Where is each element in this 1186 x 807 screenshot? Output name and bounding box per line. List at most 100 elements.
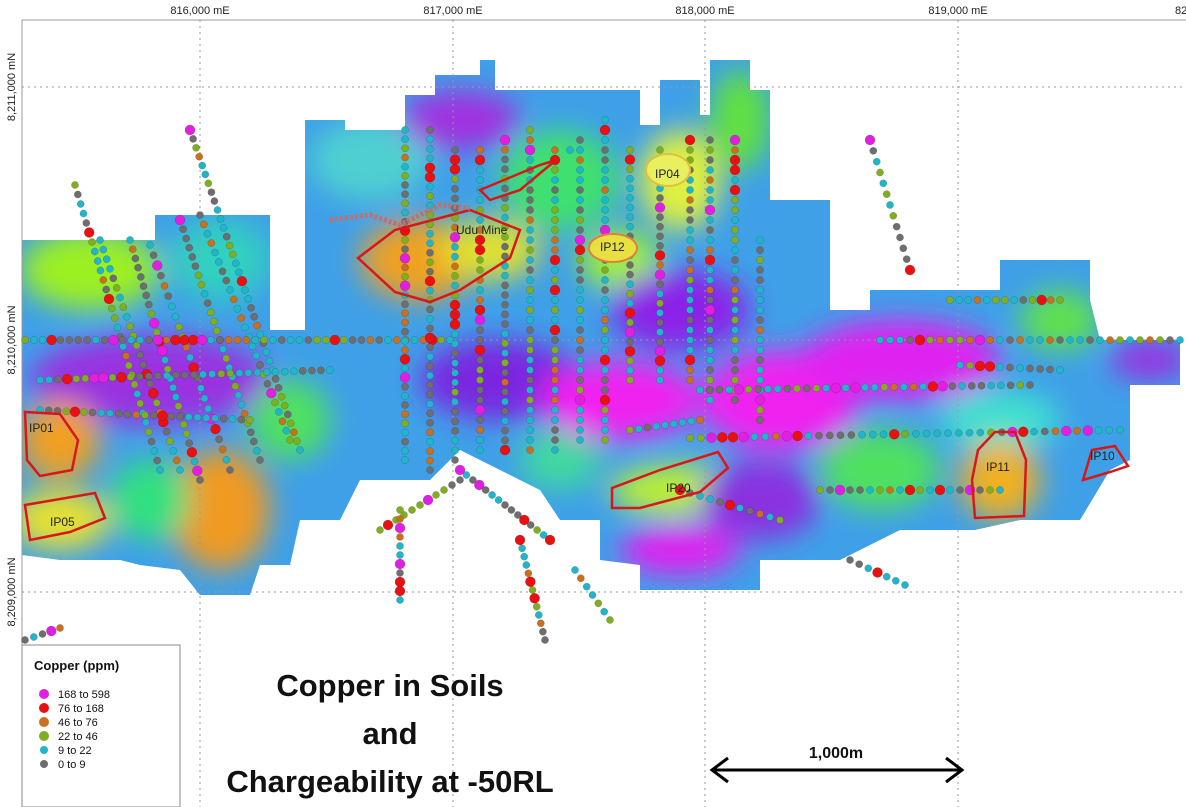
soil-sample: [106, 265, 113, 272]
soil-sample: [756, 376, 763, 383]
soil-sample: [656, 319, 663, 326]
soil-sample: [576, 306, 583, 313]
soil-sample: [451, 369, 458, 376]
soil-sample: [451, 185, 458, 192]
soil-sample: [527, 521, 534, 528]
soil-sample: [688, 418, 695, 425]
soil-sample: [731, 266, 738, 273]
soil-sample: [131, 381, 138, 388]
soil-sample: [171, 335, 181, 345]
soil-sample: [731, 236, 738, 243]
soil-sample: [912, 430, 919, 437]
soil-sample: [100, 246, 107, 253]
soil-sample: [856, 486, 863, 493]
soil-sample: [451, 437, 458, 444]
soil-sample: [946, 486, 953, 493]
soil-sample: [575, 395, 585, 405]
soil-sample: [426, 287, 433, 294]
soil-sample: [1056, 366, 1063, 373]
soil-sample: [656, 194, 663, 201]
soil-sample: [886, 336, 893, 343]
soil-sample: [601, 206, 608, 213]
soil-sample: [197, 385, 204, 392]
soil-sample: [1030, 428, 1037, 435]
soil-sample: [756, 406, 763, 413]
soil-sample: [305, 336, 312, 343]
soil-sample: [134, 390, 141, 397]
soil-sample: [706, 156, 713, 163]
soil-sample: [601, 406, 608, 413]
soil-sample: [129, 246, 136, 253]
soil-sample: [656, 338, 663, 345]
soil-sample: [271, 399, 278, 406]
soil-sample: [476, 336, 483, 343]
soil-sample: [731, 206, 738, 213]
soil-sample: [330, 335, 340, 345]
soil-sample: [686, 366, 693, 373]
title-line: Chargeability at -50RL: [226, 764, 553, 799]
soil-sample: [254, 369, 261, 376]
soil-sample: [656, 300, 663, 307]
soil-sample: [601, 296, 608, 303]
soil-sample: [451, 272, 458, 279]
soil-sample: [426, 306, 433, 313]
soil-sample: [168, 413, 175, 420]
soil-sample: [526, 266, 533, 273]
soil-sample: [697, 434, 704, 441]
soil-sample: [576, 136, 583, 143]
soil-sample: [526, 316, 533, 323]
soil-sample: [526, 126, 533, 133]
ip-label: IP10: [1090, 449, 1115, 463]
soil-sample: [601, 266, 608, 273]
soil-sample: [716, 386, 723, 393]
soil-sample: [707, 433, 717, 443]
soil-sample: [211, 424, 221, 434]
soil-sample: [626, 319, 633, 326]
soil-sample: [551, 306, 558, 313]
soil-sample: [601, 146, 608, 153]
soil-sample: [508, 506, 515, 513]
soil-sample: [551, 316, 558, 323]
soil-sample: [551, 216, 558, 223]
soil-sample: [551, 166, 558, 173]
soil-sample: [551, 276, 558, 283]
soil-sample: [211, 249, 218, 256]
soil-sample: [1017, 382, 1024, 389]
soil-sample: [686, 226, 693, 233]
soil-sample: [920, 383, 927, 390]
soil-sample: [448, 481, 455, 488]
soil-sample: [208, 240, 215, 247]
soil-sample: [84, 228, 94, 238]
soil-sample: [223, 233, 230, 240]
soil-sample: [625, 308, 635, 318]
soil-sample: [519, 545, 526, 552]
soil-sample: [186, 354, 193, 361]
map-title: Copper in Soils and Chargeability at -50…: [226, 668, 553, 799]
soil-sample: [426, 145, 433, 152]
soil-sample: [157, 346, 167, 356]
soil-sample: [526, 286, 533, 293]
soil-sample: [495, 496, 502, 503]
soil-sample: [551, 206, 558, 213]
soil-sample: [793, 431, 803, 441]
soil-sample: [946, 296, 953, 303]
soil-sample: [905, 485, 915, 495]
soil-sample: [308, 367, 315, 374]
soil-sample: [575, 245, 585, 255]
map: 816,000 mE 817,000 mE 818,000 mE 819,000…: [0, 0, 1186, 807]
soil-sample: [583, 583, 590, 590]
soil-sample: [423, 495, 433, 505]
soil-sample: [1116, 336, 1123, 343]
soil-sample: [501, 311, 508, 318]
soil-sample: [401, 401, 408, 408]
soil-sample: [803, 385, 810, 392]
soil-sample: [476, 416, 483, 423]
soil-sample: [656, 223, 663, 230]
soil-sample: [1146, 336, 1153, 343]
soil-sample: [136, 351, 143, 358]
soil-sample: [47, 335, 57, 345]
soil-sample: [1007, 382, 1014, 389]
soil-sample: [426, 136, 433, 143]
soil-sample: [426, 410, 433, 417]
